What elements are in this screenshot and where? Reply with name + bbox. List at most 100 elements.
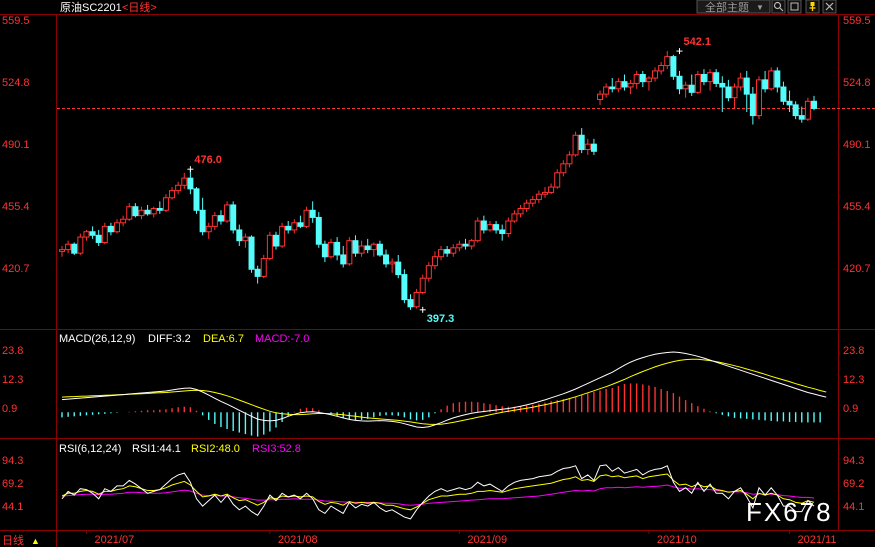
macd-tick-left: 0.9 (2, 403, 17, 415)
candle-body-up (101, 225, 108, 243)
candle-body-up (413, 291, 420, 308)
candlestick-series (59, 51, 817, 310)
candle-body-down (95, 234, 102, 243)
candle-body-up (266, 234, 273, 260)
theme-dropdown-label: 全部主题 (705, 0, 749, 14)
candle-body-up (597, 93, 604, 101)
candle-body-down (156, 208, 163, 211)
candle-body-up (682, 84, 689, 90)
candle-body-down (670, 56, 677, 77)
candle-body-down (762, 79, 769, 90)
x-tick-label: 2021/07 (94, 534, 134, 546)
window-icon[interactable] (787, 0, 802, 14)
candle-body-down (407, 299, 414, 308)
candle-body-up (456, 243, 463, 249)
candle-body-up (126, 206, 133, 220)
macd-dea-label: DEA:6.7 (203, 333, 244, 345)
candle-body-up (114, 222, 121, 233)
candle-body-down (199, 209, 206, 233)
candle-body-up (431, 256, 438, 267)
theme-dropdown[interactable]: 全部主题 ▼ (696, 0, 771, 14)
x-tick-label: 2021/09 (467, 534, 507, 546)
candle-body-up (389, 261, 396, 265)
candle-body-up (59, 249, 65, 252)
high-price-label: 476.0 (194, 154, 222, 166)
rsi2-label: RSI2:48.0 (191, 443, 240, 455)
rsi-tick-left: 44.1 (2, 501, 23, 513)
candle-body-up (486, 224, 493, 231)
candle-body-up (548, 186, 555, 193)
y-tick-label-left: 559.5 (2, 15, 30, 27)
rsi-tick-right: 44.1 (843, 501, 864, 513)
search-icon[interactable] (771, 0, 786, 14)
candle-body-down (590, 143, 597, 152)
candle-body-up (65, 243, 72, 251)
rsi-axis-ticks: 94.3 94.3 69.2 69.2 44.1 44.1 (2, 455, 864, 513)
x-axis-months: 2021/07 2021/08 2021/09 2021/10 2021/11 (85, 530, 837, 546)
candle-body-down (743, 77, 750, 95)
candle-body-up (529, 199, 536, 204)
candle-body-up (83, 231, 90, 238)
candle-body-up (554, 172, 561, 188)
close-icon[interactable] (822, 0, 837, 14)
candle-body-down (321, 243, 328, 258)
candle-body-down (352, 240, 359, 254)
candle-body-up (755, 79, 762, 117)
x-tick-label: 2021/10 (657, 534, 697, 546)
candle-body-up (438, 249, 445, 258)
chart-frame (0, 14, 875, 547)
candle-body-up (517, 208, 524, 215)
macd-diff-label: DIFF:3.2 (148, 333, 191, 345)
candle-body-down (376, 243, 383, 256)
candle-body-up (627, 82, 634, 88)
candle-body-down (254, 268, 261, 277)
candle-body-up (731, 86, 738, 99)
candle-body-up (645, 77, 652, 83)
y-tick-label-right: 490.1 (843, 139, 871, 151)
candle-body-up (664, 56, 671, 67)
candle-body-down (780, 86, 787, 102)
candle-body-up (150, 208, 157, 215)
candle-body-down (340, 254, 347, 265)
pin-icon[interactable] (805, 0, 820, 14)
candle-body-down (725, 86, 732, 99)
candle-body-down (315, 216, 322, 245)
watermark: FX678 (746, 497, 833, 527)
candle-body-up (279, 225, 286, 247)
period-button[interactable]: <日线> (122, 0, 157, 14)
candle-body-up (181, 177, 188, 186)
y-tick-label-right: 559.5 (843, 15, 871, 27)
candle-body-down (749, 93, 756, 117)
high-price-label: 542.1 (683, 36, 711, 48)
dea-line (61, 358, 827, 425)
macd-tick-left: 23.8 (2, 345, 23, 357)
candle-body-up (768, 70, 775, 90)
candle-body-up (120, 218, 127, 224)
y-tick-label-right: 420.7 (843, 263, 871, 275)
candle-body-down (688, 84, 695, 93)
candle-body-down (187, 177, 194, 190)
rsi-tick-right: 69.2 (843, 478, 864, 490)
candle-body-down (444, 249, 451, 254)
rsi-tick-left: 94.3 (2, 455, 23, 467)
candle-body-up (370, 243, 377, 251)
rsi3-line (61, 484, 815, 506)
candle-body-up (303, 209, 310, 227)
candle-body-down (774, 70, 781, 88)
candle-body-up (603, 86, 610, 95)
period-tab[interactable]: 日线 (2, 533, 24, 547)
candle-body-down (462, 243, 469, 247)
macd-value-label: MACD:-7.0 (255, 333, 309, 345)
candle-body-down (132, 206, 139, 217)
chevron-down-icon: ▼ (756, 3, 764, 12)
chevron-up-icon[interactable]: ▲ (31, 536, 40, 546)
rsi2-line (61, 473, 815, 511)
macd-tick-right: 23.8 (843, 345, 864, 357)
candle-body-up (652, 70, 659, 79)
y-tick-label-left: 455.4 (2, 201, 30, 213)
x-tick-label: 2021/11 (798, 534, 837, 546)
candle-body-up (77, 236, 84, 254)
price-axis-ticks: 559.5 559.5 524.8 524.8 490.1 490.1 455.4 455.4… (2, 15, 871, 275)
candle-body-up (541, 191, 548, 195)
